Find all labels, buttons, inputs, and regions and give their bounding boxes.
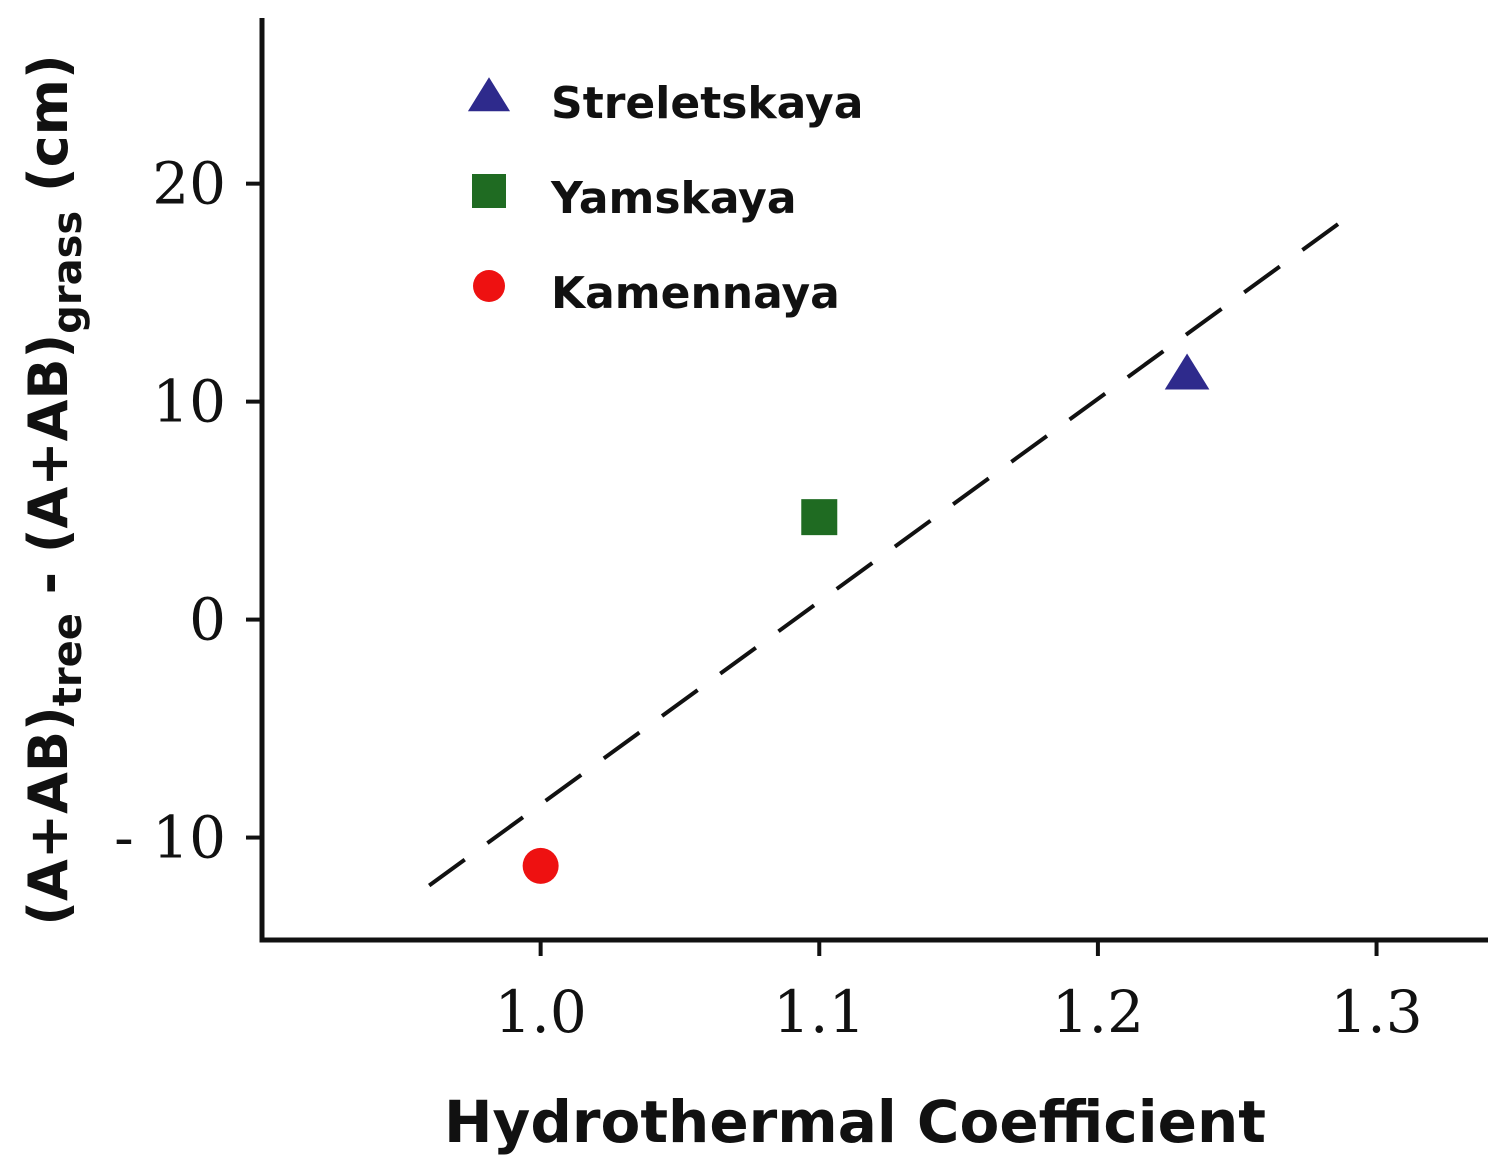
legend-marker-yamskaya [472, 174, 506, 208]
data-point-yamskaya [801, 499, 838, 536]
x-tick-label: 1.0 [495, 978, 587, 1046]
y-tick-label: - 10 [114, 804, 226, 872]
y-axis-title: (A+AB)tree - (A+AB)grass (cm) [17, 54, 91, 925]
data-point-streletskaya [1164, 353, 1210, 390]
x-tick-label: 1.2 [1052, 978, 1144, 1046]
x-axis-title: Hydrothermal Coefficient [444, 1088, 1266, 1156]
legend-marker-kamennaya [473, 270, 505, 302]
legend-label-kamennaya: Kamennaya [551, 268, 840, 319]
legend-marker-streletskaya [467, 77, 511, 112]
data-point-kamennaya [522, 847, 559, 884]
y-tick-label: 20 [152, 150, 226, 218]
legend: Streletskaya Yamskaya Kamennaya [467, 77, 863, 319]
y-tick-label: 0 [189, 586, 226, 654]
y-tick-label: 10 [152, 368, 226, 436]
x-tick-label: 1.1 [773, 978, 865, 1046]
x-tick-label: 1.3 [1330, 978, 1422, 1046]
legend-label-streletskaya: Streletskaya [551, 78, 863, 129]
legend-label-yamskaya: Yamskaya [550, 173, 797, 224]
fit-line [428, 214, 1350, 888]
